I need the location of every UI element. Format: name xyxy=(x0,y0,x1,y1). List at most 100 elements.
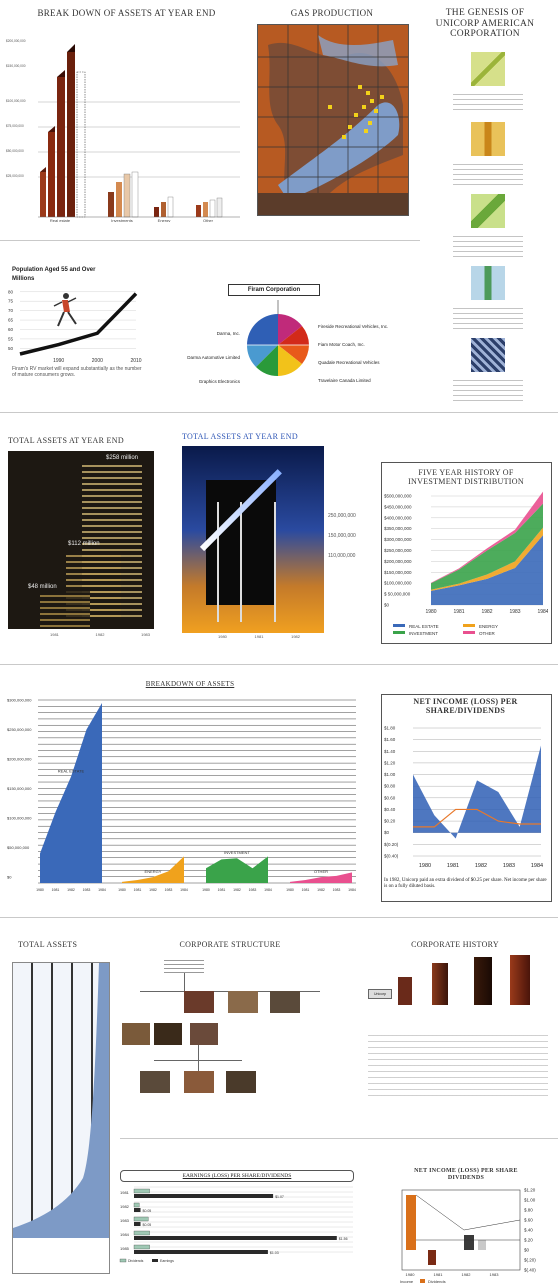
dividends-line xyxy=(413,808,541,828)
gas-production-map xyxy=(257,24,409,216)
earnings-bar xyxy=(134,1222,141,1226)
ytick-label: $100,000,000 xyxy=(384,581,412,586)
population-caption: Firam's RV market will expand substantia… xyxy=(12,366,142,378)
ytick-label: $1.00 xyxy=(384,772,396,777)
breakdown-assets-year-end-chart: $200,000,000 $150,000,000 $100,000,000 $75,… xyxy=(6,39,240,222)
category-label: 1984 xyxy=(120,1232,130,1237)
dividends-bar xyxy=(478,1240,486,1250)
category-label: 1983 xyxy=(120,1218,130,1223)
earnings-chart: 1981 $1.07 1982 $0.05 1983 $0.05 1984 $1.56 1985… xyxy=(119,1186,353,1263)
dividends-bar xyxy=(133,1244,150,1250)
ytick-label: $150,000,000 xyxy=(6,64,26,68)
firam-left-3: Graphics Electronics xyxy=(198,379,240,384)
ytick-label: $.20 xyxy=(524,1238,533,1243)
total-assets-bottom-title: TOTAL ASSETS xyxy=(18,940,78,949)
xtick-label: 1983 xyxy=(509,609,520,615)
population-title: Population Aged 55 and Over xyxy=(12,267,96,273)
genesis-icons xyxy=(453,52,523,404)
net-income-title: NET INCOME (LOSS) PER SHARE/DIVIDENDS xyxy=(413,697,518,715)
xtick-label: 1981 xyxy=(302,888,310,892)
legend-label: Earnings xyxy=(160,1259,174,1263)
xtick-label: 1983 xyxy=(333,888,341,892)
earnings-title: EARNINGS (LOSS) PER SHARE/DIVIDENDS xyxy=(120,1170,354,1182)
earnings-bar xyxy=(134,1208,141,1212)
value-label: $1.07 xyxy=(275,1195,284,1199)
firam-header: Firam Corporation xyxy=(228,284,320,296)
ytick-label: $1.00 xyxy=(524,1198,536,1203)
ytick-label: $0.80 xyxy=(384,784,396,789)
ytick-label: $0 xyxy=(384,603,390,608)
legend-label: INVESTMENT xyxy=(409,631,438,636)
xtick-label: 1982 xyxy=(481,609,492,615)
legend-label: OTHER xyxy=(479,631,496,636)
ytick-label: $ 50,000,000 xyxy=(384,592,411,597)
ytick-label: $1.20 xyxy=(524,1188,536,1193)
net-income-caption: In 1982, Unicorp paid an extra dividend … xyxy=(384,878,547,889)
total-assets-blue xyxy=(182,446,324,633)
income-area xyxy=(413,745,541,839)
legend-swatch-other xyxy=(463,631,475,634)
genesis-title: THE GENESIS OF UNICORP AMERICAN CORPORAT… xyxy=(435,8,535,39)
legend-swatch-energy xyxy=(463,624,475,627)
xtick-label: 1980 xyxy=(202,888,210,892)
legend-label: ENERGY xyxy=(479,624,498,629)
ytick-label: $250,000,000 xyxy=(7,727,32,732)
photo-label-3: $48 million xyxy=(28,584,57,590)
ytick-label: 70 xyxy=(8,308,14,313)
firam-left-labels: Darma, Inc. Darma Automotive Limited Gra… xyxy=(170,322,240,394)
bar-group-energy xyxy=(154,196,174,218)
total-assets-bottom-chart xyxy=(12,962,110,1274)
category-label: 1982 xyxy=(120,1204,130,1209)
area-real-estate xyxy=(431,535,543,605)
net-income-box xyxy=(381,694,552,902)
group-label: Investments xyxy=(111,218,133,222)
total-assets-photo: $258 million $112 million $48 million xyxy=(8,451,154,629)
corporate-structure-title: CORPORATE STRUCTURE xyxy=(179,940,281,949)
ytick-label: $0.20 xyxy=(384,819,396,824)
segment-blue-1 xyxy=(247,314,278,345)
xtick-label: 1984 xyxy=(180,888,188,892)
ytick-label: 80 xyxy=(8,289,14,294)
value-label: $1.03 xyxy=(270,1251,279,1255)
xtick-label: 1980 xyxy=(286,888,294,892)
xtick-label: 1980 xyxy=(425,609,436,615)
xtick-label: 1981 xyxy=(134,888,142,892)
xtick-label: 1990 xyxy=(53,358,64,364)
xtick-label: 1983 xyxy=(165,888,173,892)
total-assets-photo-title: TOTAL ASSETS AT YEAR END xyxy=(8,436,124,445)
five-year-box xyxy=(381,462,552,644)
ytick-label: $100,000,000 xyxy=(7,816,32,821)
ytick-label: $.60 xyxy=(524,1218,533,1223)
ytick-label: $1.80 xyxy=(384,726,396,731)
ytick-label: $(.40) xyxy=(524,1268,536,1273)
series-label: REAL ESTATE xyxy=(58,769,85,774)
xtick-label: 1982 xyxy=(67,888,75,892)
xtick-label: 1984 xyxy=(537,609,548,615)
xtick-label: 1983 xyxy=(490,1272,500,1277)
area-investment xyxy=(206,856,268,883)
ytick-label: $50,000,000 xyxy=(7,845,30,850)
five-year-title: FIVE YEAR HISTORY OF INVESTMENT DISTRIBU… xyxy=(408,468,524,486)
xtick-label: 1984 xyxy=(348,888,356,892)
breakdown-assets-year-end-title: BREAK DOWN OF ASSETS AT YEAR END xyxy=(37,8,216,18)
segment-yellow xyxy=(278,345,302,376)
xtick-label: 1981 xyxy=(434,1272,444,1277)
ytick-label: $(0.40) xyxy=(384,854,399,859)
blue-years: 1980 1981 1982 xyxy=(218,634,300,639)
ytick-label: $0 xyxy=(524,1248,530,1253)
dividends-bar xyxy=(133,1216,149,1222)
ytick-label: $(.20) xyxy=(524,1258,536,1263)
ytick-label: $75,000,000 xyxy=(6,124,24,128)
firam-right-1: Fireside Recreational Vehicles, Inc. xyxy=(318,324,389,329)
ytick-label: $350,000,000 xyxy=(384,526,412,531)
xtick-label: 1982 xyxy=(233,888,241,892)
ytick-label: $150,000,000 xyxy=(7,786,32,791)
xtick-label: 1983 xyxy=(249,888,257,892)
photo-years: 1981 1982 1983 xyxy=(50,632,150,637)
photo-label-2: $112 million xyxy=(68,541,100,547)
legend-label: Dividends xyxy=(428,1279,446,1284)
group-label: Other xyxy=(203,218,214,222)
net-income-bottom-title: NET INCOME (LOSS) PER SHARE DIVIDENDS xyxy=(414,1168,518,1181)
dividends-bar xyxy=(133,1230,150,1236)
ytick-label: $0 xyxy=(384,830,390,835)
